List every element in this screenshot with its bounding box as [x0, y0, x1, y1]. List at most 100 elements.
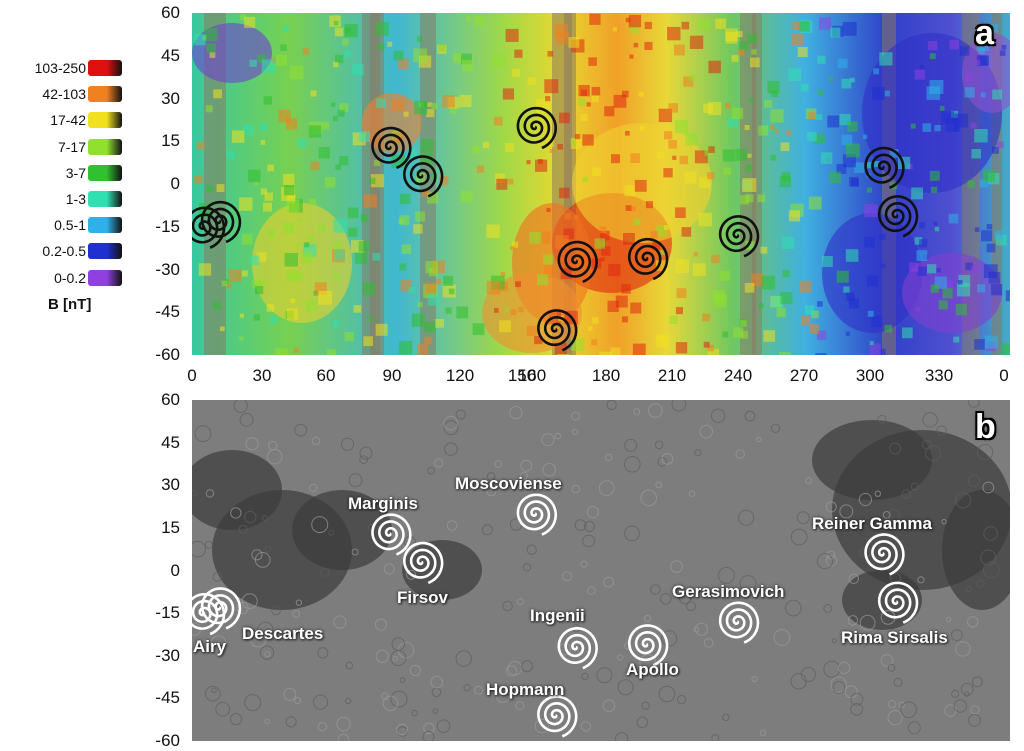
- crater: [336, 716, 351, 732]
- field-pixel: [757, 194, 766, 203]
- crater: [427, 466, 435, 475]
- latitude-tick-label: 30: [161, 475, 180, 495]
- field-pixel: [308, 125, 322, 138]
- crater: [739, 575, 757, 592]
- crater: [624, 642, 632, 650]
- field-pixel: [538, 159, 543, 164]
- field-pixel: [280, 44, 287, 51]
- crater: [312, 694, 329, 710]
- field-pixel: [914, 237, 923, 245]
- field-pixel: [220, 326, 225, 332]
- field-pixel: [206, 185, 214, 193]
- field-pixel: [845, 331, 850, 336]
- field-pixel: [326, 349, 336, 355]
- field-pixel: [764, 99, 773, 108]
- crater: [422, 730, 435, 741]
- longitude-tick-label: 120: [445, 366, 475, 385]
- crater: [411, 709, 418, 717]
- longitude-tick-label: 0: [999, 366, 1009, 385]
- field-pixel: [544, 79, 559, 94]
- field-pixel: [348, 227, 358, 237]
- field-pixel: [843, 286, 850, 293]
- field-pixel: [879, 348, 886, 355]
- field-pixel: [799, 21, 810, 32]
- field-pixel: [400, 280, 412, 292]
- field-pixel: [731, 54, 739, 62]
- crater: [264, 651, 271, 658]
- crater: [796, 511, 810, 525]
- field-pixel: [261, 59, 276, 74]
- field-pixel: [976, 38, 990, 51]
- mare-region: [942, 490, 1010, 610]
- field-pixel: [845, 249, 859, 262]
- crater: [650, 584, 661, 595]
- field-pixel: [846, 292, 855, 302]
- field-pixel: [975, 59, 981, 65]
- field-pixel: [964, 87, 975, 98]
- field-pixel: [817, 55, 826, 64]
- field-pixel: [770, 109, 784, 123]
- field-pixel: [808, 112, 816, 120]
- field-pixel: [933, 221, 938, 226]
- field-pixel: [740, 320, 747, 327]
- field-pixel: [461, 53, 472, 65]
- field-pixel: [676, 288, 687, 298]
- crater: [254, 552, 271, 568]
- field-pixel: [266, 304, 275, 312]
- field-pixel: [675, 259, 689, 273]
- crater: [816, 553, 834, 570]
- field-pixel: [515, 281, 521, 288]
- crater: [204, 685, 221, 702]
- field-pixel: [986, 224, 993, 230]
- crater: [648, 403, 663, 418]
- crater: [205, 489, 215, 498]
- legend-item-label: 17-42: [50, 112, 86, 129]
- crater: [285, 716, 297, 728]
- field-pixel: [927, 264, 937, 274]
- field-pixel: [623, 233, 635, 245]
- crater: [444, 442, 458, 456]
- field-pixel: [776, 307, 786, 318]
- field-pixel: [375, 22, 389, 36]
- field-pixel: [988, 271, 1001, 284]
- field-pixel: [344, 50, 351, 58]
- panel-b-label: b: [975, 408, 996, 446]
- crater: [965, 585, 972, 592]
- field-pixel: [333, 241, 343, 251]
- crater: [295, 599, 303, 606]
- field-pixel: [660, 250, 665, 255]
- field-pixel: [592, 167, 601, 177]
- crater: [825, 501, 837, 513]
- field-pixel: [580, 114, 588, 121]
- field-pixel: [689, 35, 704, 49]
- field-pixel: [296, 242, 301, 247]
- field-pixel: [644, 41, 653, 50]
- field-pixel: [708, 146, 715, 153]
- field-pixel: [827, 115, 840, 128]
- field-pixel: [633, 218, 641, 225]
- field-pixel: [352, 63, 364, 76]
- panel-a-label: a: [975, 14, 994, 52]
- crater: [562, 571, 573, 582]
- field-pixel: [747, 33, 758, 44]
- field-pixel: [698, 212, 712, 227]
- field-pixel: [997, 141, 1004, 149]
- longitude-tick-label: 270: [789, 366, 819, 385]
- field-pixel: [505, 28, 519, 42]
- field-pixel: [976, 55, 988, 66]
- field-pixel: [974, 129, 988, 143]
- field-pixel: [443, 275, 454, 286]
- crater: [983, 561, 1000, 579]
- field-pixel: [884, 325, 892, 333]
- crater: [660, 593, 672, 605]
- field-pixel: [360, 213, 369, 222]
- field-pixel: [808, 196, 822, 210]
- field-pixel: [582, 134, 594, 146]
- crater: [770, 423, 781, 433]
- longitude-tick-label: 30: [252, 366, 272, 385]
- crater: [830, 676, 847, 693]
- field-pixel: [564, 213, 571, 220]
- crater: [917, 576, 925, 584]
- crater: [586, 506, 599, 519]
- crater: [925, 445, 941, 462]
